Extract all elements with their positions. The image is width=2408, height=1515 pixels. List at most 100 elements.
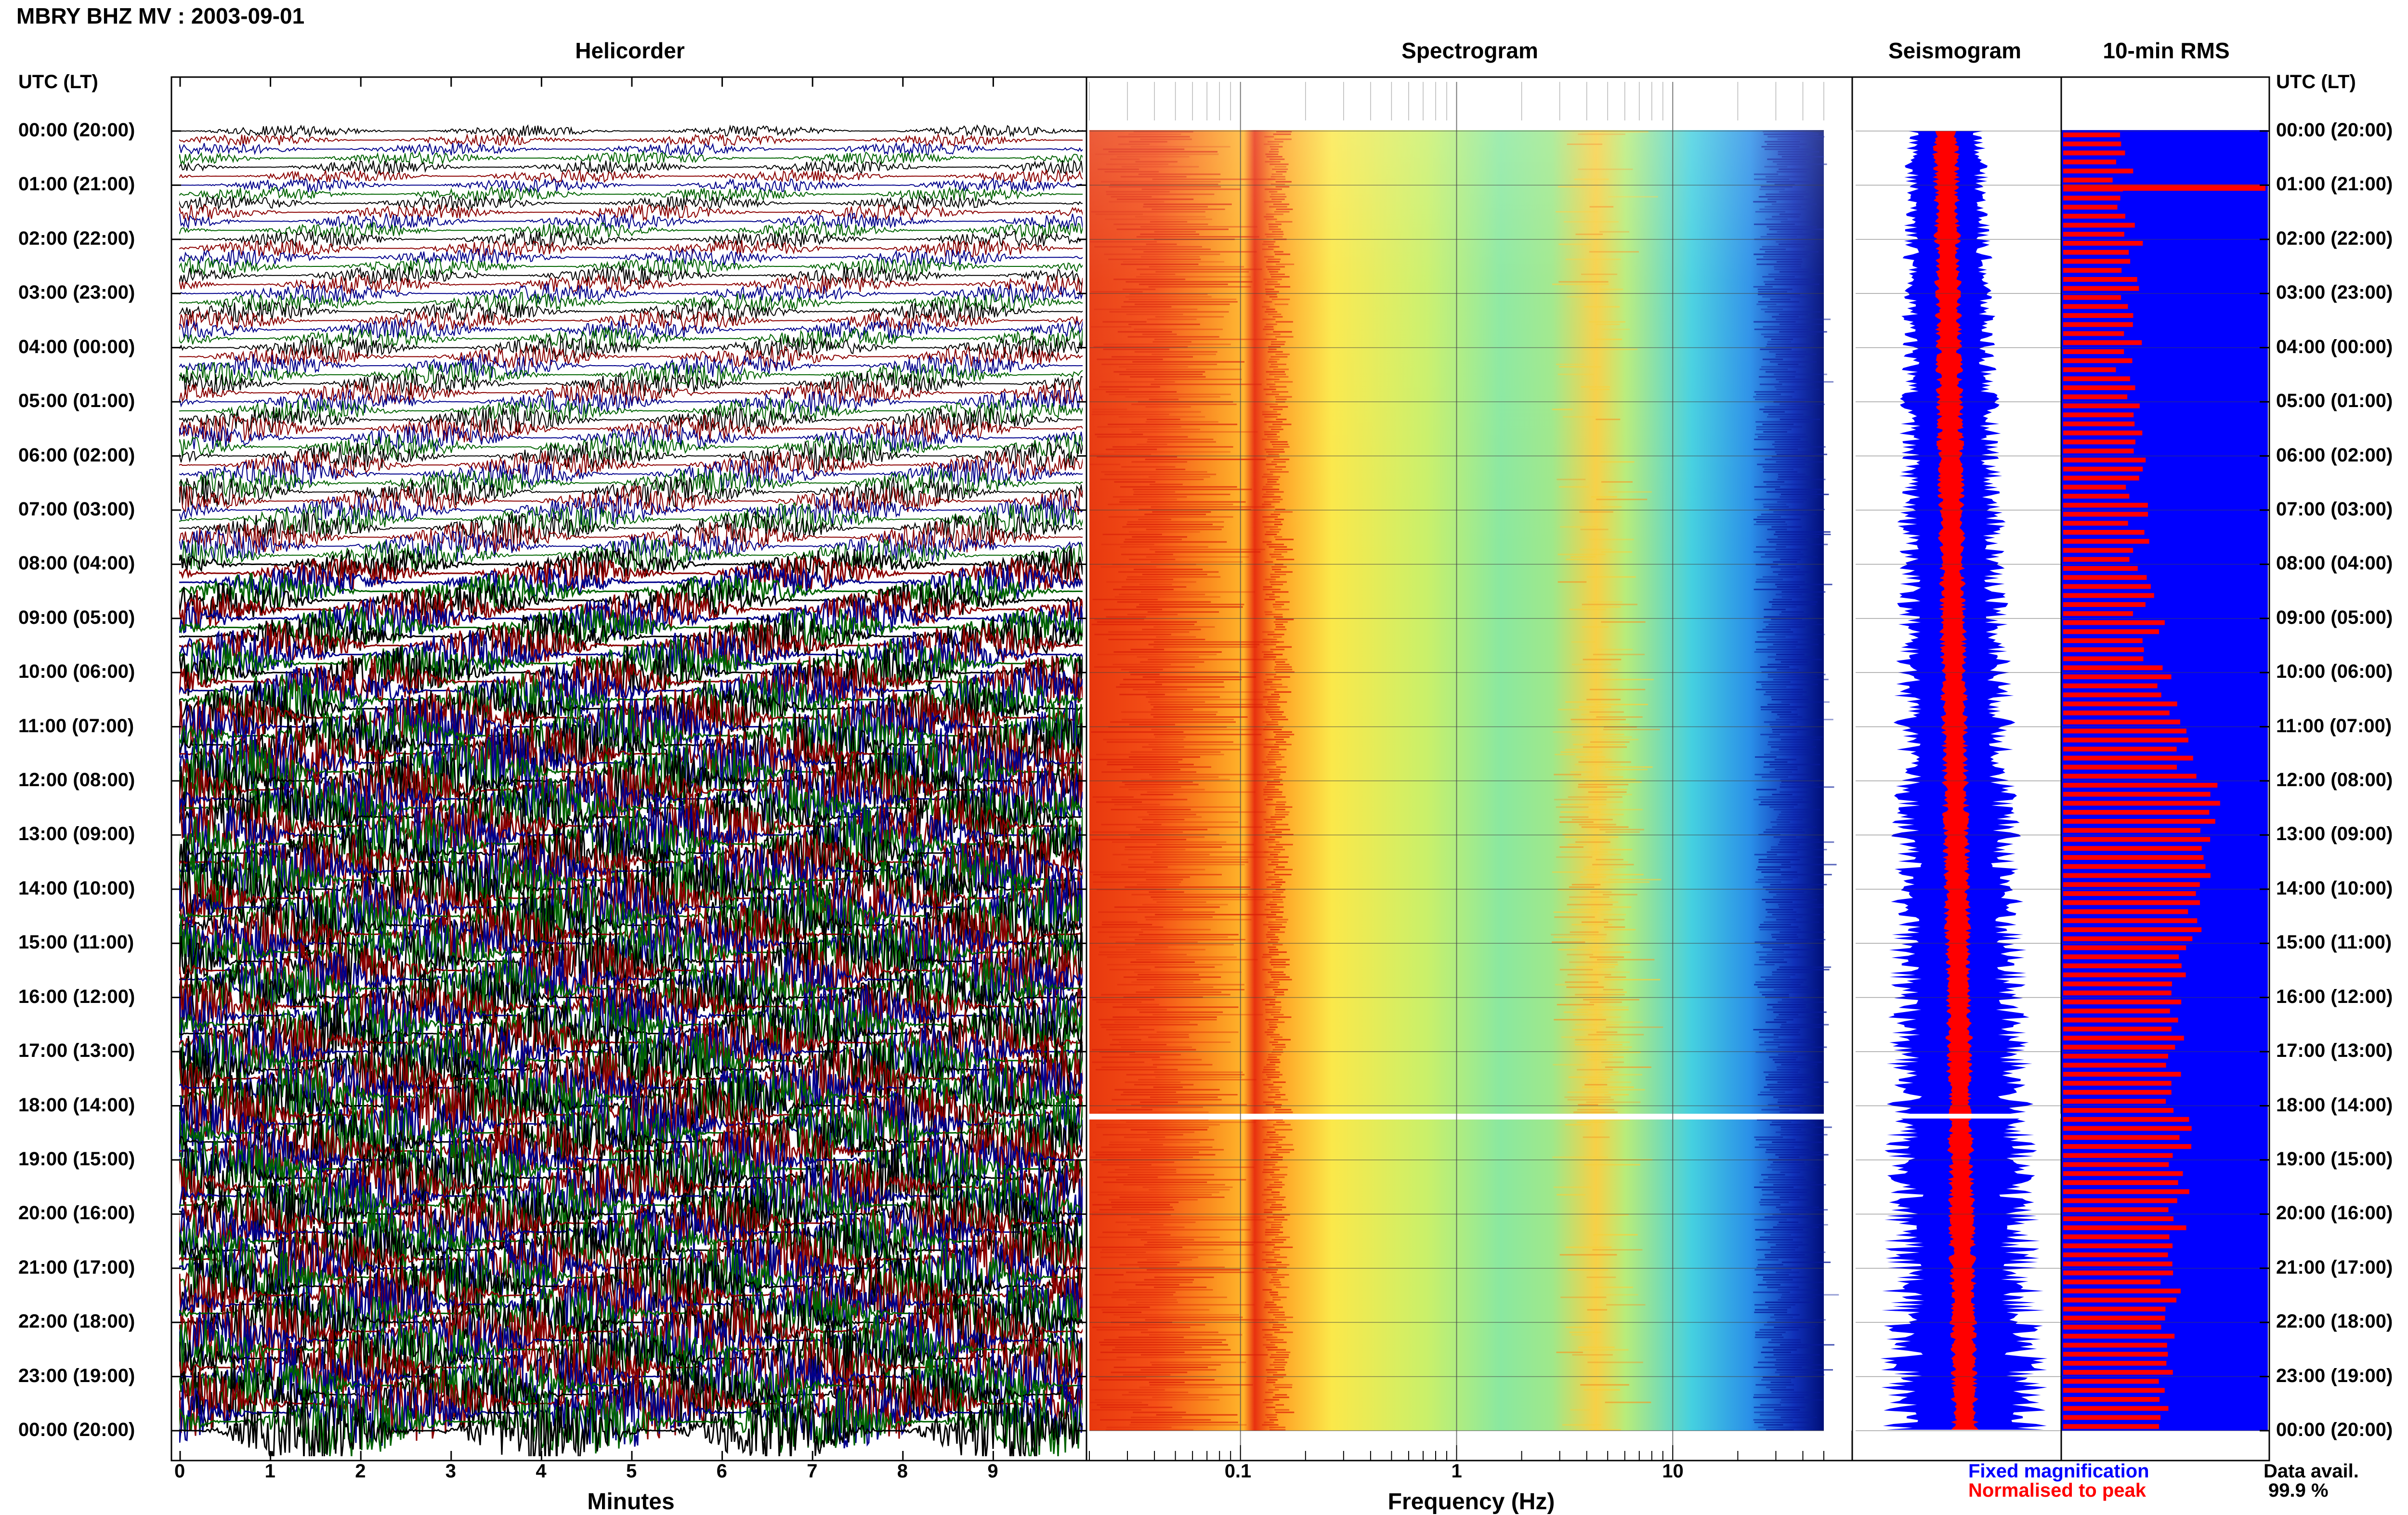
rms-bar	[2063, 837, 2211, 842]
helicorder-trace	[179, 946, 1083, 1015]
spectrogram-speckle	[1758, 796, 1812, 798]
spectrogram-speckle	[1766, 1386, 1786, 1388]
spectrogram-speckle	[1142, 676, 1256, 678]
spectrogram-speckle	[1264, 851, 1281, 853]
rms-bar	[2063, 548, 2133, 553]
spectrogram-speckle	[1262, 956, 1272, 958]
spectrogram-speckle	[1766, 1429, 1794, 1431]
spectrogram-speckle	[1267, 931, 1285, 933]
spectrogram-speckle	[1268, 1054, 1282, 1055]
spectrogram-speckle	[1765, 916, 1803, 918]
spectrogram-speckle	[1272, 1176, 1285, 1178]
spectrogram-speckle	[1552, 941, 1585, 943]
spectrogram-speckle	[1262, 761, 1276, 763]
spectrogram-speckle	[1773, 896, 1812, 898]
spectrogram-speckle	[1147, 1131, 1194, 1133]
spectrogram-speckle	[1265, 1221, 1283, 1223]
spectrogram-speckle	[1572, 663, 1611, 665]
spectrogram-speckle	[1099, 1019, 1217, 1021]
spectrogram-speckle	[1764, 1041, 1815, 1043]
rms-bar	[2063, 810, 2210, 815]
spectrogram-speckle	[1570, 771, 1593, 773]
spectrogram-speckle	[1562, 834, 1585, 836]
spectrogram-speckle	[1779, 1209, 1828, 1211]
spectrogram-speckle	[1102, 921, 1138, 923]
spectrogram-speckle	[1265, 786, 1275, 788]
spectrogram-speckle	[1573, 1014, 1603, 1015]
spectrogram-speckle	[1780, 1026, 1821, 1028]
helicorder-trace	[179, 450, 1083, 479]
spectrogram-speckle	[1773, 1226, 1819, 1228]
spectrogram-speckle	[1273, 1284, 1282, 1286]
rms-bar	[2063, 1343, 2167, 1348]
spectrogram-speckle	[1599, 829, 1644, 830]
spectrogram-speckle	[1271, 1239, 1286, 1241]
helicorder-trace	[179, 423, 1083, 453]
spectrogram-speckle	[1100, 1351, 1185, 1353]
spectrogram-speckle	[1562, 1424, 1601, 1426]
spectrogram-speckle	[1768, 1074, 1814, 1076]
spectrogram-speckle	[1267, 1376, 1284, 1378]
spectrogram-speckle	[1107, 964, 1223, 966]
spectrogram-speckle	[1269, 1429, 1286, 1431]
spectrogram-speckle	[1271, 1191, 1280, 1193]
spectrogram-speckle	[1754, 1309, 1788, 1311]
spectrogram-speckle	[1154, 1071, 1243, 1073]
spectrogram-speckle	[1572, 818, 1613, 820]
spectrogram-speckle	[1116, 686, 1225, 688]
spectrogram-speckle	[1271, 911, 1284, 913]
spectrogram-speckle	[1780, 1296, 1816, 1298]
spectrogram-speckle	[1271, 1226, 1283, 1228]
spectrogram-speckle	[1126, 579, 1174, 580]
spectrogram-speckle	[1582, 626, 1609, 628]
spectrogram-speckle	[1265, 1229, 1280, 1231]
rms-bar	[2063, 1316, 2165, 1321]
spectrogram-speckle	[1781, 874, 1832, 876]
spectrogram-speckle	[1758, 861, 1791, 863]
rms-bar	[2063, 882, 2200, 887]
spectrogram-speckle	[1761, 671, 1818, 673]
spectrogram-speckle	[1156, 636, 1196, 638]
helicorder-trace	[179, 1040, 1083, 1116]
helicorder-trace	[179, 1134, 1083, 1205]
spectrogram-speckle	[1119, 684, 1162, 685]
spectrogram-speckle	[1126, 1299, 1177, 1301]
spectrogram-speckle	[1264, 706, 1279, 708]
spectrogram-speckle	[1769, 1056, 1798, 1058]
spectrogram-speckle	[1758, 1426, 1814, 1428]
spectrogram-speckle	[1757, 636, 1786, 638]
spectrogram-speckle	[1135, 1284, 1179, 1286]
spectrogram-speckle	[1605, 929, 1636, 931]
spectrogram-speckle	[1589, 956, 1624, 958]
spectrogram-speckle	[1129, 724, 1175, 725]
spectrogram-speckle	[1267, 1379, 1278, 1381]
spectrogram-speckle	[1779, 1156, 1800, 1158]
spectrogram-speckle	[1603, 988, 1623, 990]
helicorder-trace	[179, 511, 1083, 545]
spectrogram-speckle	[1578, 1104, 1598, 1106]
spectrogram-speckle	[1272, 1249, 1280, 1251]
rms-bar	[2063, 1207, 2169, 1212]
spectrogram-speckle	[1756, 579, 1783, 580]
spectrogram-speckle	[1576, 756, 1605, 758]
spectrogram-speckle	[1767, 1009, 1815, 1011]
spectrogram-speckle	[1276, 766, 1287, 768]
spectrogram-speckle	[1755, 1051, 1793, 1053]
spectrogram-speckle	[1266, 1271, 1277, 1273]
spectrogram-speckle	[1097, 621, 1197, 623]
spectrogram-speckle	[1758, 834, 1780, 836]
rms-bar	[2063, 169, 2133, 173]
helicorder-trace	[179, 334, 1083, 360]
helicorder-trace	[179, 1202, 1083, 1265]
spectrogram-speckle	[1091, 1409, 1141, 1411]
spectrogram-speckle	[1268, 1024, 1277, 1026]
spectrogram-speckle	[1116, 1357, 1211, 1358]
spectrogram-speckle	[1138, 816, 1202, 818]
spectrogram-speckle	[1781, 611, 1804, 613]
spectrogram-speckle	[1556, 1351, 1583, 1353]
spectrogram-speckle	[1778, 1299, 1800, 1301]
spectrogram-speckle	[1270, 1036, 1283, 1038]
spectrogram-speckle	[1265, 1011, 1280, 1013]
spectrogram-speckle	[1270, 583, 1283, 585]
spectrogram-speckle	[1779, 749, 1812, 751]
